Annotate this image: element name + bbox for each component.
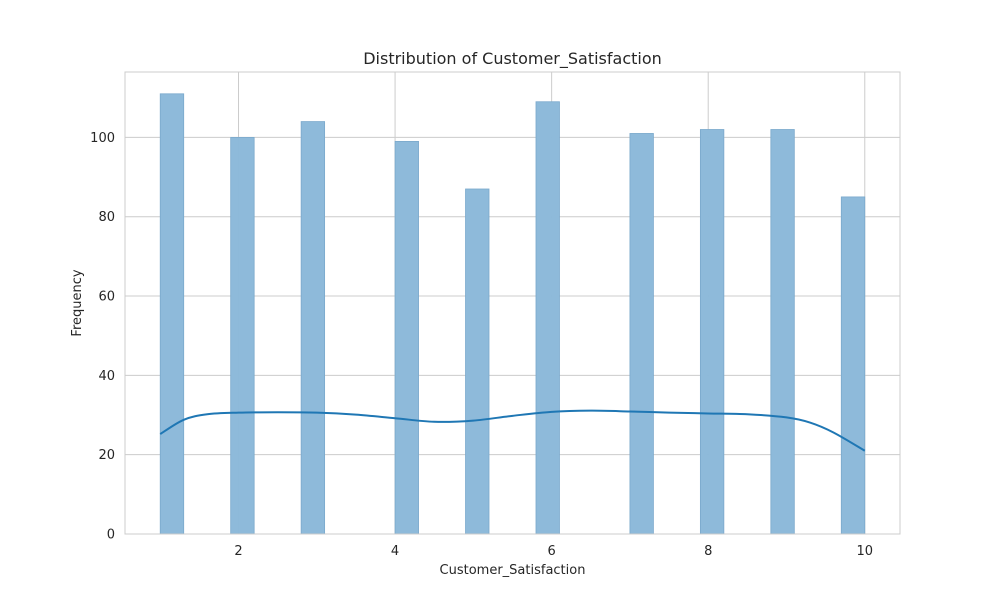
x-tick-label: 10 bbox=[856, 544, 873, 559]
histogram-bar bbox=[465, 188, 490, 535]
histogram-bars bbox=[159, 93, 866, 535]
histogram-bar bbox=[394, 140, 419, 535]
histogram-bar bbox=[699, 129, 725, 535]
y-tick-label: 60 bbox=[98, 290, 115, 305]
kde-curve bbox=[159, 409, 866, 452]
y-tick-label: 20 bbox=[98, 448, 115, 463]
y-tick-label: 40 bbox=[98, 369, 115, 384]
x-axis-ticks: 2 4 6 8 10 bbox=[234, 544, 873, 559]
plot-frame bbox=[124, 71, 901, 535]
y-tick-label: 0 bbox=[107, 528, 115, 543]
x-tick-label: 6 bbox=[548, 544, 556, 559]
y-axis-ticks: 0 20 40 60 80 100 bbox=[90, 131, 115, 543]
kde-curve-layer bbox=[159, 409, 866, 452]
histogram-bar bbox=[840, 196, 866, 535]
x-tick-label: 4 bbox=[391, 544, 399, 559]
histogram-bar bbox=[300, 121, 326, 535]
y-axis-label: Frequency bbox=[70, 269, 85, 336]
y-tick-label: 80 bbox=[98, 210, 115, 225]
histogram-bar bbox=[629, 133, 654, 535]
histogram-bar bbox=[230, 137, 255, 535]
y-tick-label: 100 bbox=[90, 131, 115, 146]
x-tick-label: 8 bbox=[704, 544, 712, 559]
x-tick-label: 2 bbox=[234, 544, 242, 559]
histogram-bar bbox=[770, 129, 795, 535]
histogram-bar bbox=[535, 101, 560, 535]
histogram-bar bbox=[159, 93, 185, 535]
chart-title: Distribution of Customer_Satisfaction bbox=[363, 49, 662, 69]
x-axis-label: Customer_Satisfaction bbox=[440, 563, 586, 578]
